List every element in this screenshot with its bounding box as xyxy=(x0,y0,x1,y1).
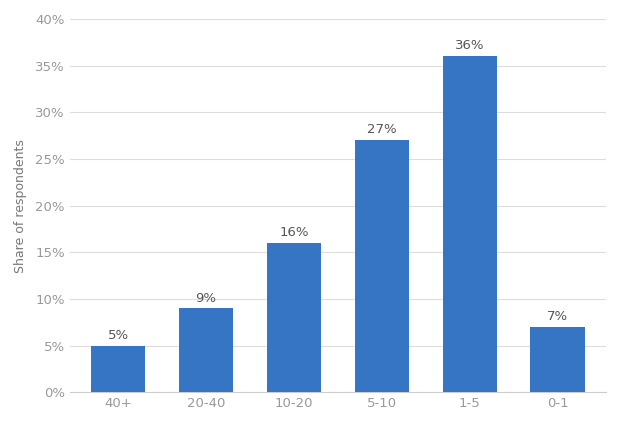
Text: 7%: 7% xyxy=(547,310,569,323)
Text: 9%: 9% xyxy=(195,292,216,304)
Bar xyxy=(267,243,321,392)
Bar xyxy=(91,346,145,392)
Bar xyxy=(179,308,233,392)
Text: 5%: 5% xyxy=(107,329,128,342)
Bar xyxy=(443,56,497,392)
Text: 27%: 27% xyxy=(367,123,397,137)
Text: 16%: 16% xyxy=(279,226,309,239)
Bar xyxy=(531,327,585,392)
Text: 36%: 36% xyxy=(455,39,485,53)
Y-axis label: Share of respondents: Share of respondents xyxy=(14,139,27,273)
Bar xyxy=(355,140,409,392)
